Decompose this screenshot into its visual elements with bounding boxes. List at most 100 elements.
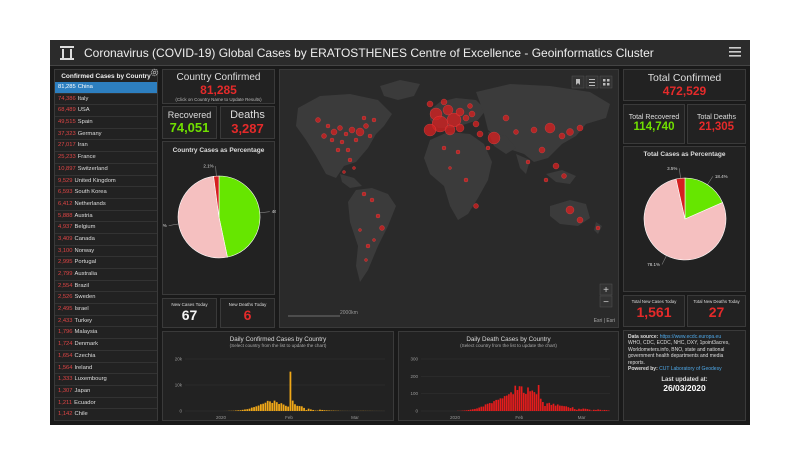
- bar: [321, 409, 324, 411]
- bar: [505, 395, 508, 411]
- list-item-name: Brazil: [74, 282, 90, 289]
- list-item[interactable]: 81,285 China: [55, 82, 157, 94]
- world-map-panel[interactable]: + − 2000km Esri | Esri: [279, 69, 619, 328]
- bar: [495, 399, 497, 411]
- bar: [248, 408, 251, 411]
- list-item[interactable]: 1,307 Japan: [55, 386, 157, 398]
- country-list: 81,285 China 74,386 Italy 68,489 USA 49,515 Spa…: [55, 82, 157, 421]
- list-item[interactable]: 1,211 Ecuador: [55, 398, 157, 410]
- list-item[interactable]: 1,564 Ireland: [55, 363, 157, 375]
- y-tick-label: 10k: [175, 383, 183, 388]
- list-item[interactable]: 6,593 South Korea: [55, 187, 157, 199]
- total-deaths-label: Total Deaths: [697, 114, 736, 121]
- gear-icon[interactable]: [150, 68, 159, 77]
- bar: [260, 404, 262, 411]
- bar: [561, 405, 563, 411]
- list-item-name: Spain: [77, 119, 93, 126]
- list-item[interactable]: 10,897 Switzerland: [55, 164, 157, 176]
- list-item-count: 37,323: [58, 130, 76, 137]
- list-item[interactable]: 9,529 United Kingdom: [55, 176, 157, 188]
- bar: [535, 394, 538, 411]
- bar: [476, 408, 478, 411]
- list-item[interactable]: 1,333 Luxembourg: [55, 374, 157, 386]
- country-deaths-panel: Deaths 3,287: [220, 106, 275, 139]
- list-item[interactable]: 74,386 Italy: [55, 94, 157, 106]
- list-item[interactable]: 3,100 Norway: [55, 246, 157, 258]
- list-item[interactable]: 68,489 USA: [55, 105, 157, 118]
- bar: [497, 399, 500, 411]
- bar: [314, 410, 317, 411]
- bar: [573, 409, 576, 411]
- bar: [522, 392, 525, 411]
- bar: [501, 398, 504, 411]
- powered-label: Powered by:: [628, 366, 658, 373]
- list-item-name: Sweden: [74, 294, 96, 301]
- source-link[interactable]: https://www.ecdc.europa.eu: [659, 334, 722, 340]
- bar: [280, 403, 283, 411]
- bar: [550, 404, 553, 411]
- y-tick-label: 20k: [175, 357, 183, 362]
- list-item[interactable]: 2,554 Brazil: [55, 281, 157, 293]
- zoom-out-button[interactable]: [599, 295, 613, 308]
- pie-leader-line: [679, 168, 681, 179]
- country-new-deaths-value: 6: [243, 307, 252, 323]
- list-item-name: France: [77, 154, 96, 161]
- bar: [533, 392, 536, 411]
- hamburger-menu-icon[interactable]: [728, 45, 742, 59]
- list-item[interactable]: 6,412 Netherlands: [55, 199, 157, 211]
- bar: [571, 407, 574, 411]
- list-item-count: 1,333: [58, 376, 73, 383]
- bar: [282, 404, 285, 411]
- list-item-count: 5,888: [58, 212, 73, 219]
- country-list-panel: Confirmed Cases by Country 81,285 China 74…: [54, 68, 159, 421]
- world-map[interactable]: + − 2000km Esri | Esri: [280, 70, 618, 327]
- list-item-count: 1,796: [58, 329, 73, 336]
- list-item[interactable]: 1,142 Chile: [55, 409, 157, 421]
- list-item-name: Iran: [77, 142, 88, 149]
- y-tick-label: 200: [410, 374, 418, 379]
- list-item-name: Canada: [74, 235, 95, 242]
- list-item[interactable]: 1,654 Czechia: [55, 351, 157, 363]
- country-new-deaths-label: New Deaths Today: [228, 302, 267, 307]
- bar: [493, 401, 495, 411]
- list-item[interactable]: 1,796 Malaysia: [55, 327, 157, 340]
- list-item[interactable]: 2,433 Turkey: [55, 316, 157, 328]
- list-item[interactable]: 2,995 Portugal: [55, 257, 157, 269]
- pie-slice-label: 51.2%: [163, 223, 167, 228]
- y-tick-label: 100: [410, 391, 418, 396]
- bar: [266, 400, 269, 411]
- list-item[interactable]: 2,495 Israel: [55, 304, 157, 316]
- bar: [244, 409, 246, 411]
- list-item[interactable]: 2,799 Australia: [55, 269, 157, 281]
- bar: [516, 390, 519, 411]
- pie-leader-line: [707, 176, 714, 185]
- list-item[interactable]: 37,323 Germany: [55, 129, 157, 141]
- country-confirmed-hint: (Click on Country Name to Update Results…: [175, 97, 262, 102]
- basemap-tool-icon[interactable]: [599, 75, 613, 89]
- list-item-count: 1,307: [58, 387, 73, 394]
- powered-link[interactable]: CUT Laboratory of Geodesy: [659, 366, 722, 373]
- bar: [603, 409, 606, 411]
- list-item-name: South Korea: [74, 189, 107, 196]
- list-item[interactable]: 2,526 Sweden: [55, 292, 157, 305]
- list-item[interactable]: 3,409 Canada: [55, 234, 157, 246]
- map-toolbar[interactable]: [571, 75, 613, 89]
- list-item-count: 27,017: [58, 142, 76, 149]
- list-item[interactable]: 1,724 Denmark: [55, 339, 157, 351]
- zoom-in-button[interactable]: [599, 283, 613, 296]
- bar: [520, 386, 523, 411]
- daily-confirmed-subtitle: (Select country from the list to update …: [229, 343, 327, 348]
- bar: [323, 410, 326, 411]
- x-tick-label: Feb: [285, 415, 293, 420]
- map-attribution[interactable]: Esri | Esri: [594, 318, 615, 324]
- list-item[interactable]: 25,233 France: [55, 152, 157, 164]
- bar: [294, 404, 296, 411]
- bar: [257, 405, 260, 411]
- list-item[interactable]: 5,888 Austria: [55, 211, 157, 223]
- case-markers[interactable]: [315, 98, 601, 262]
- list-item-name: Chile: [74, 411, 88, 418]
- list-item[interactable]: 49,515 Spain: [55, 117, 157, 129]
- bar: [298, 406, 301, 411]
- list-item[interactable]: 4,937 Belgium: [55, 222, 157, 234]
- list-item[interactable]: 27,017 Iran: [55, 140, 157, 153]
